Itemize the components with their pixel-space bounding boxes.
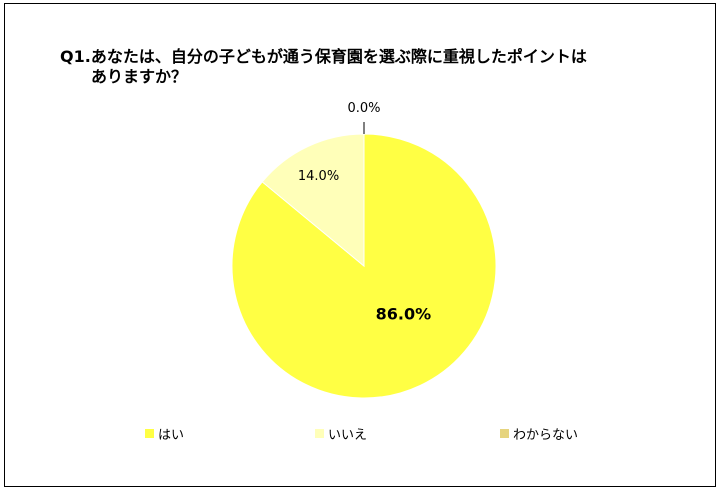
legend-item-no: いいえ	[315, 424, 367, 443]
chart-title-line2: ありますか？	[91, 67, 188, 86]
data-label-yes: 86.0%	[376, 304, 432, 323]
chart-title-line1: Q1.あなたは、自分の子どもが通う保育園を選ぶ際に重視したポイントは	[60, 47, 587, 66]
pie-slice-no	[261, 133, 365, 268]
legend-label-yes: はい	[158, 428, 185, 443]
legend-swatch-no	[315, 429, 324, 438]
legend-label-no: いいえ	[328, 428, 368, 443]
legend-label-unknown: わからない	[513, 428, 579, 443]
legend-swatch-yes	[145, 429, 154, 438]
legend-swatch-unknown	[500, 429, 509, 438]
chart-title: Q1.あなたは、自分の子どもが通う保育園を選ぶ際に重視したポイントは ありますか…	[60, 47, 680, 87]
data-label-no: 14.0%	[298, 169, 339, 184]
legend-item-yes: はい	[145, 424, 184, 443]
data-label-unknown: 0.0%	[347, 101, 380, 116]
legend-item-unknown: わからない	[500, 424, 578, 443]
